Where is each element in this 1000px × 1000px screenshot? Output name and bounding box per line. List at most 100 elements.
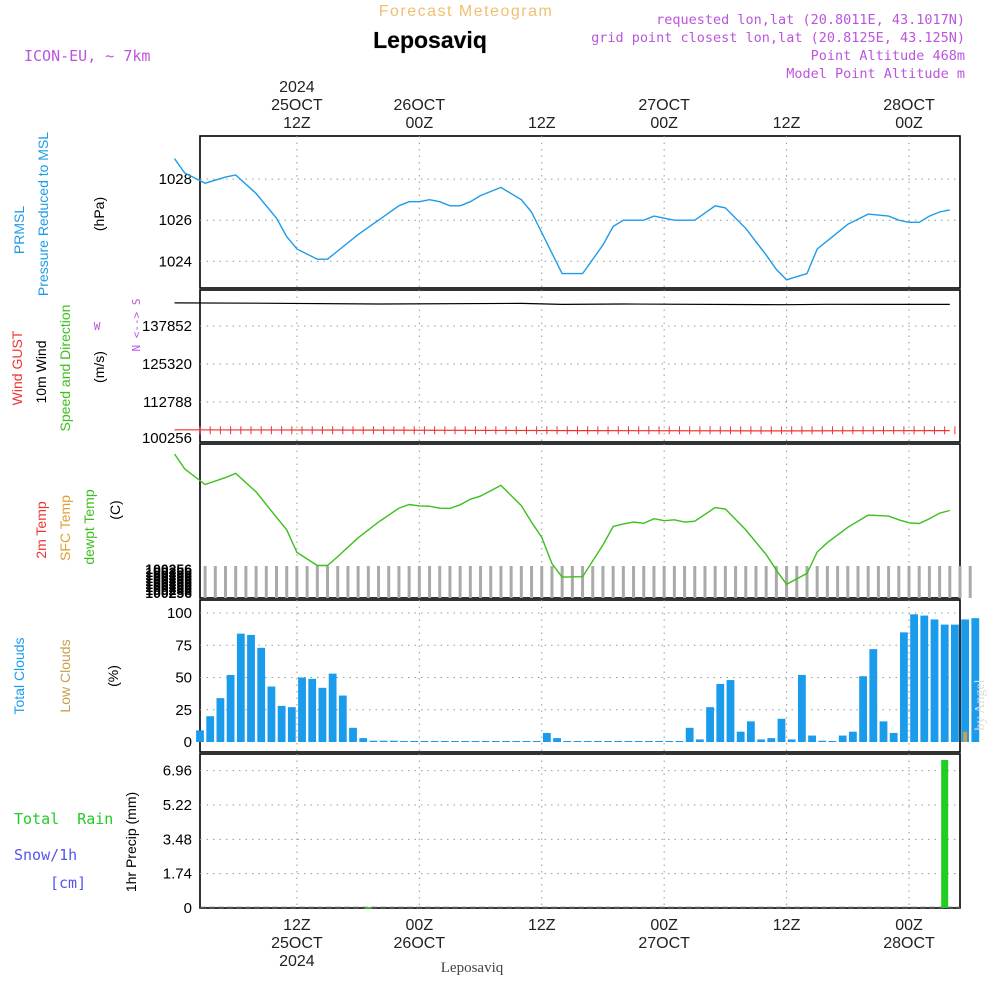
sfc-temp-bar — [264, 566, 268, 598]
temp-ytick-overlap: 100256 — [145, 570, 192, 586]
sfc-temp-bar — [672, 566, 676, 598]
temp-label-2m: 2m Temp — [33, 501, 49, 559]
total-clouds-bar — [665, 741, 674, 742]
top-tick-label: 26OCT — [394, 97, 446, 114]
total-clouds-bar — [828, 741, 837, 742]
total-clouds-bar — [522, 741, 531, 742]
wind-label-speed-dir: Speed and Direction — [57, 305, 73, 432]
temp-label-sfc: SFC Temp — [57, 495, 73, 561]
top-tick-label: 12Z — [528, 115, 556, 132]
bottom-tick-label: 12Z — [773, 917, 801, 934]
total-clouds-bar — [644, 741, 653, 742]
total-clouds-bar — [889, 732, 898, 742]
total-clouds-bar — [726, 680, 735, 742]
sfc-temp-bar — [897, 566, 901, 598]
sfc-temp-bar — [315, 566, 319, 598]
total-clouds-bar — [410, 741, 419, 742]
total-clouds-bar — [655, 741, 663, 742]
wind-ytick: 125320 — [142, 356, 192, 373]
pressure-label-desc: Pressure Reduced to MSL — [35, 132, 51, 296]
total-clouds-bar — [359, 738, 368, 742]
pressure-panel: 1024 1026 1028 — [159, 158, 960, 281]
total-clouds-bar — [573, 741, 582, 742]
clouds-ytick: 0 — [184, 734, 192, 751]
temp-ytick-overlap: 100256 — [145, 561, 192, 577]
total-clouds-bar — [706, 707, 714, 742]
sfc-temp-bar — [948, 566, 952, 598]
total-clouds-bar — [298, 677, 306, 742]
top-tick-label: 12Z — [773, 115, 801, 132]
total-clouds-bar — [797, 674, 806, 742]
top-tick-label: 00Z — [650, 115, 678, 132]
clouds-label-low: Low Clouds — [57, 639, 73, 712]
total-clouds-bar — [808, 735, 816, 742]
total-clouds-bar — [634, 741, 643, 742]
precip-label-rain: Total Rain — [14, 810, 113, 828]
total-clouds-bar — [532, 741, 541, 742]
bottom-tick-label: 27OCT — [638, 935, 690, 952]
sfc-temp-bar — [295, 566, 299, 598]
total-clouds-bar — [461, 741, 470, 742]
sfc-temp-bar — [958, 566, 962, 598]
total-clouds-bar — [675, 741, 684, 742]
total-clouds-bar — [430, 741, 439, 742]
sfc-temp-bar — [581, 566, 585, 598]
sfc-temp-bar — [764, 566, 768, 598]
sfc-temp-bar — [876, 566, 880, 598]
sfc-temp-bar — [540, 566, 544, 598]
bottom-tick-label: 25OCT — [271, 935, 323, 952]
wind-label-gust: Wind GUST — [9, 330, 25, 405]
sfc-temp-bar — [611, 566, 615, 598]
sfc-temp-bar — [550, 566, 554, 598]
temp-ytick-overlap: 100256 — [145, 564, 192, 580]
sfc-temp-bar — [632, 566, 636, 598]
total-clouds-bar — [604, 741, 612, 742]
sfc-temp-bar — [336, 566, 340, 598]
top-tick-label: 00Z — [895, 115, 923, 132]
total-clouds-bar — [961, 619, 970, 742]
total-clouds-bar — [695, 739, 704, 742]
sfc-temp-bar — [346, 566, 350, 598]
total-clouds-bar — [216, 698, 225, 742]
sfc-temp-bar — [234, 566, 238, 598]
sfc-temp-bar — [213, 566, 217, 598]
total-clouds-bar — [267, 686, 276, 742]
temp-ytick-overlap: 100256 — [145, 567, 192, 583]
sfc-temp-bar — [570, 566, 574, 598]
sfc-temp-bar — [305, 566, 309, 598]
precip-ytick: 5.22 — [163, 797, 192, 814]
wind-label-10m: 10m Wind — [33, 340, 49, 403]
total-clouds-bar — [899, 632, 908, 742]
total-clouds-bar — [869, 649, 878, 742]
sfc-temp-bar — [428, 566, 432, 598]
gridpoint-coords: grid point closest lon,lat (20.8125E, 43… — [591, 30, 965, 46]
sfc-temp-bar — [815, 566, 819, 598]
sfc-temp-bar — [489, 566, 493, 598]
precip-frame — [199, 753, 961, 909]
sfc-temp-bar — [244, 566, 248, 598]
sfc-temp-bar — [723, 566, 727, 598]
sfc-temp-bar — [927, 566, 931, 598]
total-clouds-bar — [593, 741, 602, 742]
model-point-altitude: Model Point Altitude m — [786, 66, 965, 82]
wind-panel: 100256 112788 125320 137852 — [142, 302, 960, 447]
bottom-tick-label: 26OCT — [394, 935, 446, 952]
sfc-temp-bar — [479, 566, 483, 598]
pressure-line — [173, 158, 950, 281]
sfc-temp-bar — [560, 566, 564, 598]
pressure-ytick: 1026 — [159, 212, 192, 229]
sfc-temp-bar — [683, 566, 687, 598]
total-clouds-bar — [338, 695, 347, 742]
total-clouds-bar — [950, 624, 959, 742]
precip-unit: 1hr Precip (mm) — [123, 792, 139, 892]
total-clouds-bar — [777, 718, 786, 742]
total-clouds-bar — [859, 676, 867, 742]
top-tick-label: 00Z — [406, 115, 434, 132]
total-clouds-bar — [277, 705, 286, 742]
total-clouds-bar — [451, 741, 459, 742]
total-clouds-bar — [563, 741, 572, 742]
top-tick-label: 2024 — [279, 79, 315, 96]
